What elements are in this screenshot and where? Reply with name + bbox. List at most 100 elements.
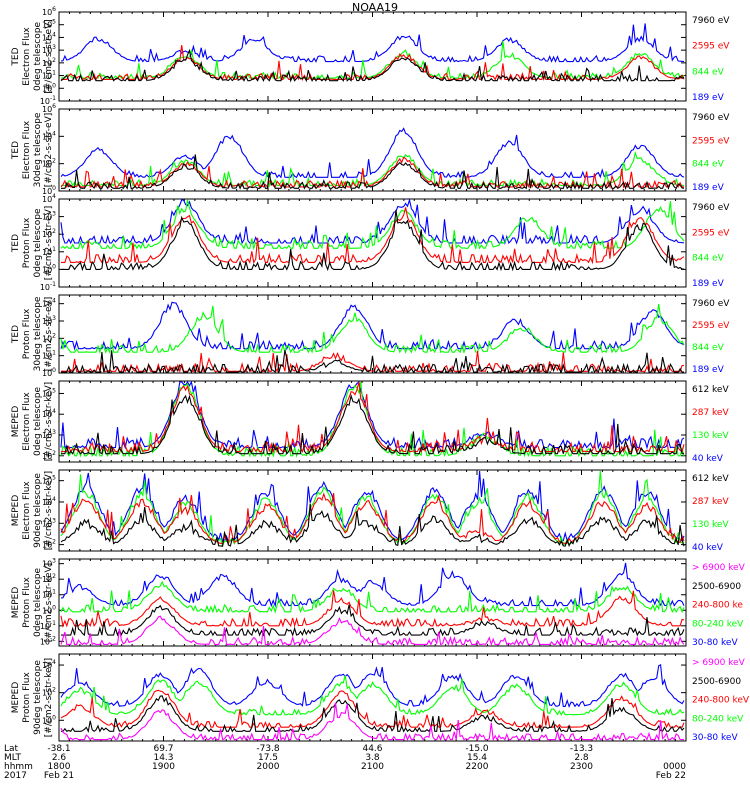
x-tick-label: 3.8 bbox=[365, 753, 380, 763]
y-tick-label: 103 bbox=[42, 211, 56, 222]
y-tick-label: 101 bbox=[42, 589, 56, 600]
y-tick-label: 105 bbox=[42, 19, 56, 30]
y-tick-label: 104 bbox=[42, 130, 56, 141]
x-tick-label: -15.0 bbox=[465, 744, 489, 754]
y-axis-label: [#/cm2-s-str-eV] bbox=[44, 19, 54, 94]
y-axis-label: [#/cm2-s-str-keV] bbox=[44, 382, 54, 461]
x-tick-label: 2300 bbox=[570, 762, 593, 772]
x-tick-label: 15.4 bbox=[467, 753, 487, 763]
chart-panel-7: 10-2 10-1 100 101 102 103 MEPED Proton Flux 0deg… bbox=[11, 558, 746, 648]
series-trace bbox=[60, 471, 685, 543]
legend-entry: 30-80 keV bbox=[692, 733, 738, 743]
x-row-label: MLT bbox=[4, 753, 22, 763]
y-axis-label: 30deg telescope bbox=[33, 296, 43, 371]
y-tick-label: 10-1 bbox=[40, 281, 56, 292]
y-tick-label: 103 bbox=[42, 315, 56, 326]
y-tick-label: 102 bbox=[42, 573, 56, 584]
x-tick-label: 69.7 bbox=[153, 744, 173, 754]
y-axis-label: TED bbox=[11, 141, 21, 160]
y-tick-label: 104 bbox=[42, 298, 56, 309]
legend-entry: 844 eV bbox=[692, 254, 725, 264]
y-tick-label: 102 bbox=[42, 228, 56, 239]
legend-entry: 2595 eV bbox=[692, 136, 730, 146]
x-tick-label: 2.8 bbox=[574, 753, 589, 763]
y-axis-label: TED bbox=[11, 234, 21, 253]
y-tick-label: 104 bbox=[42, 659, 56, 670]
y-tick-label: 100 bbox=[42, 185, 56, 196]
y-axis-label: [#/cm2-s-str-eV] bbox=[44, 297, 54, 372]
chart-panel-3: 10-1 100 101 102 103 104 TED Proton Flux 0deg te… bbox=[11, 193, 730, 292]
x-row-label: hhmm bbox=[4, 762, 33, 772]
y-tick-label: 102 bbox=[42, 687, 56, 698]
y-axis-label: [#/cm2-s-str-keV] bbox=[44, 471, 54, 550]
y-tick-label: 100 bbox=[42, 263, 56, 274]
y-tick-label: 104 bbox=[42, 496, 56, 507]
y-tick-label: 103 bbox=[42, 558, 56, 569]
series-trace bbox=[61, 695, 685, 733]
chart-panel-2: 100 102 104 106 TED Electron Flux 30deg telesc… bbox=[11, 103, 730, 196]
series-trace bbox=[60, 663, 685, 709]
y-axis-label: [#/cm2-s-str-keV] bbox=[44, 563, 54, 642]
y-tick-label: 100 bbox=[42, 367, 56, 378]
y-tick-label: 10-1 bbox=[40, 95, 56, 106]
series-trace bbox=[61, 207, 685, 265]
y-tick-label: 105 bbox=[42, 475, 56, 486]
panel-frame bbox=[58, 653, 687, 742]
x-tick-label: 2000 bbox=[257, 762, 280, 772]
x-tick-label: 17.5 bbox=[258, 753, 278, 763]
y-axis-label: Proton Flux bbox=[22, 308, 32, 359]
y-tick-label: 104 bbox=[42, 31, 56, 42]
figure-title: NOAA19 bbox=[351, 1, 399, 14]
x-tick-label: 2100 bbox=[361, 762, 384, 772]
panel-frame bbox=[58, 108, 687, 192]
legend-entry: 130 keV bbox=[692, 520, 729, 530]
legend-entry: 30-80 keV bbox=[692, 638, 738, 648]
x-tick-label: 14.3 bbox=[153, 753, 173, 763]
y-axis-label: MEPED bbox=[11, 682, 21, 714]
y-axis-label: Electron Flux bbox=[22, 481, 32, 540]
series-trace bbox=[60, 580, 685, 614]
x-tick-label: 1900 bbox=[152, 762, 175, 772]
y-tick-label: 103 bbox=[42, 429, 56, 440]
series-trace bbox=[60, 127, 685, 179]
y-axis-label: 0deg telescope bbox=[33, 208, 43, 278]
y-axis-label: Proton Flux bbox=[22, 577, 32, 628]
legend-entry: 844 eV bbox=[692, 343, 725, 353]
x-tick-label: Feb 21 bbox=[44, 771, 74, 781]
series-trace bbox=[60, 197, 685, 246]
series-trace bbox=[60, 303, 685, 355]
y-tick-label: 106 bbox=[42, 6, 56, 17]
legend-entry: 612 keV bbox=[692, 474, 729, 484]
series-trace bbox=[61, 154, 685, 190]
legend-entry: 2595 eV bbox=[692, 42, 730, 52]
chart-panel-5: 102 103 104 105 MEPED Electron Flux 0deg teles… bbox=[11, 380, 729, 464]
y-axis-label: [#/cm2-s-str-eV] bbox=[44, 113, 54, 188]
y-tick-label: 100 bbox=[42, 604, 56, 615]
legend-entry: 7960 eV bbox=[692, 299, 730, 309]
y-tick-label: 10-1 bbox=[40, 620, 56, 631]
series-trace bbox=[61, 381, 685, 454]
y-axis-label: Proton Flux bbox=[22, 672, 32, 723]
legend-entry: 612 keV bbox=[692, 385, 729, 395]
y-axis-label: 90deg telescope bbox=[33, 473, 43, 548]
y-axis-label: Electron Flux bbox=[22, 392, 32, 451]
legend-entry: 2595 eV bbox=[692, 321, 730, 331]
legend-entry: 287 keV bbox=[692, 408, 729, 418]
series-trace bbox=[61, 393, 684, 456]
chart-panel-8: 100 102 104 MEPED Proton Flux 90deg telescope… bbox=[11, 653, 750, 743]
y-axis-label: MEPED bbox=[11, 587, 21, 619]
series-trace bbox=[60, 503, 685, 547]
y-tick-label: 100 bbox=[42, 714, 56, 725]
x-tick-label: 2200 bbox=[466, 762, 489, 772]
series-trace bbox=[60, 675, 685, 716]
legend-entry: 189 eV bbox=[692, 93, 725, 103]
y-tick-label: 105 bbox=[42, 387, 56, 398]
legend-entry: 40 keV bbox=[692, 454, 724, 464]
y-tick-label: 106 bbox=[42, 103, 56, 114]
series-trace bbox=[60, 689, 685, 729]
chart-panel-6: 102 103 104 105 MEPED Electron Flux 90deg tele… bbox=[11, 469, 729, 553]
series-trace bbox=[60, 23, 684, 63]
y-tick-label: 101 bbox=[42, 70, 56, 81]
y-tick-label: 102 bbox=[42, 332, 56, 343]
